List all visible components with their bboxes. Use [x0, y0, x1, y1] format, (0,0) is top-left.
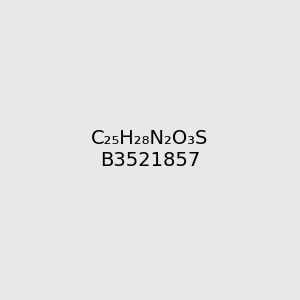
Text: C₂₅H₂₈N₂O₃S
B3521857: C₂₅H₂₈N₂O₃S B3521857 — [91, 130, 209, 170]
